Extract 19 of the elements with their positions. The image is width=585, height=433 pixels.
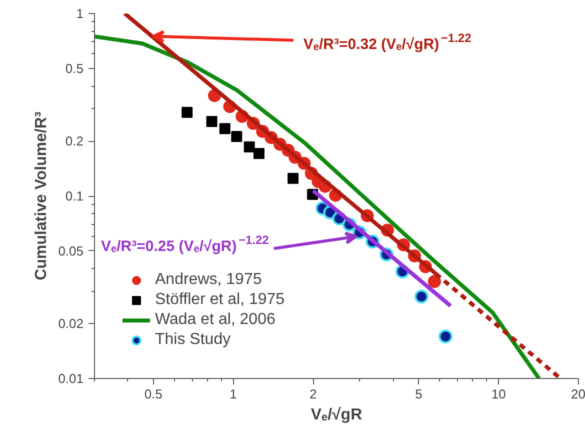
y-tick-label: 0.1 <box>65 188 84 204</box>
y-axis-title: Cumulative Volume/R³ <box>33 112 50 280</box>
x-tick-label: 20 <box>571 386 585 402</box>
x-tick-label: 0.5 <box>144 386 162 402</box>
x-tick-label: 1 <box>230 386 237 402</box>
x-tick-label: 5 <box>415 386 422 402</box>
y-tick-label: 0.02 <box>58 316 84 332</box>
y-tick-label: 0.2 <box>65 134 84 149</box>
legend-label: Stöffler et al, 1975 <box>155 291 285 309</box>
x-tick-label: 10 <box>491 386 506 402</box>
y-tick-label: 0.05 <box>58 243 84 258</box>
y-tick-label: 0.01 <box>58 371 84 386</box>
x-tick-label: 2 <box>310 386 317 402</box>
legend-label: Wada et al, 2006 <box>155 311 276 329</box>
y-tick-label: 1 <box>76 6 84 21</box>
x-axis-title: Vₑ/√gR <box>310 406 363 424</box>
legend-label: This Study <box>155 331 231 349</box>
legend-label: Andrews, 1975 <box>155 271 262 289</box>
y-tick-label: 0.5 <box>65 60 84 76</box>
